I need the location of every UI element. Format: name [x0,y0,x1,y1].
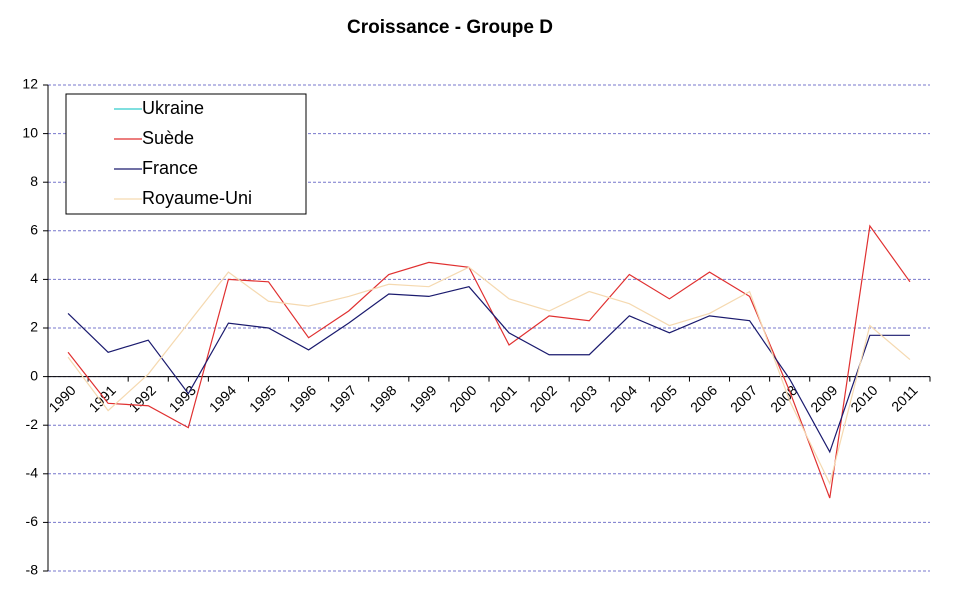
legend-label: Suède [142,128,194,148]
y-tick-label: -6 [26,513,39,529]
y-tick-label: -8 [26,562,39,578]
series-line [67,266,911,486]
series-line [67,224,911,499]
legend-label: Ukraine [142,98,204,118]
legend-label: Royaume-Uni [142,188,252,208]
y-tick-label: 8 [30,173,38,189]
chart-title: Croissance - Groupe D [347,17,553,38]
y-tick-label: -4 [26,465,39,481]
y-tick-label: 0 [30,367,38,383]
y-tick-label: 12 [22,76,38,92]
y-tick-label: -2 [26,416,39,432]
series-line [67,286,910,454]
legend-label: France [142,158,198,178]
y-tick-label: 10 [22,124,38,140]
y-tick-label: 2 [30,319,38,335]
legend-box [65,93,307,215]
y-tick-label: 6 [30,222,38,238]
y-tick-label: 4 [30,270,38,286]
